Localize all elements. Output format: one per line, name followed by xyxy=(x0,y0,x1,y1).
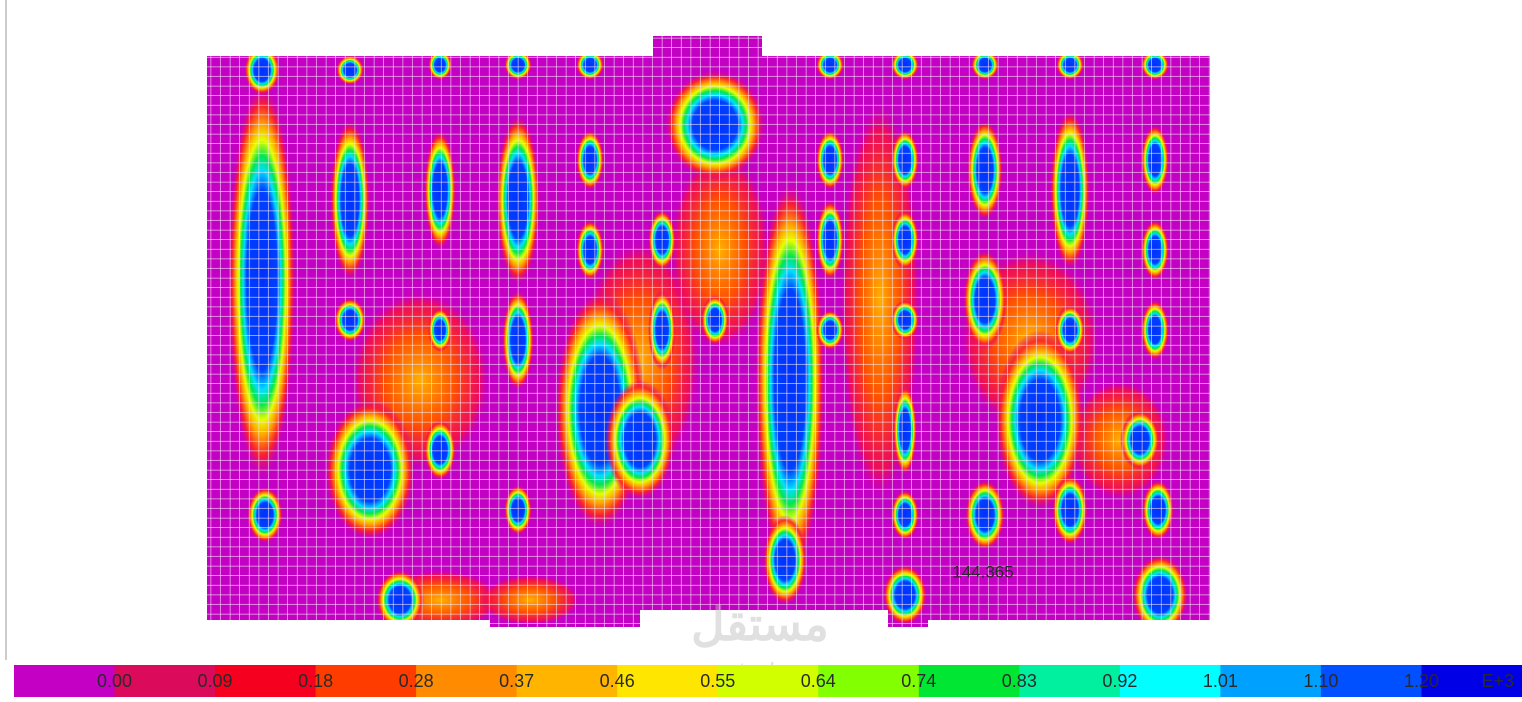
legend-swatch xyxy=(818,665,920,697)
legend-label: 0.37 xyxy=(499,671,534,691)
legend-label: 0.92 xyxy=(1102,671,1137,691)
legend-label: 0.46 xyxy=(600,671,635,691)
legend-label: 1.10 xyxy=(1303,671,1338,691)
legend-label: 0.83 xyxy=(1002,671,1037,691)
legend: 0.00 0.09 0.18 0.28 0.37 0.46 0.55 0.64 0.74 0.83… xyxy=(14,665,1522,697)
legend-swatch xyxy=(1220,665,1322,697)
legend-swatch xyxy=(717,665,819,697)
legend-label: 0.28 xyxy=(399,671,434,691)
legend-swatch xyxy=(315,665,417,697)
legend-swatch xyxy=(1119,665,1221,697)
legend-unit: E+3 xyxy=(1481,671,1514,691)
legend-label: 0.55 xyxy=(700,671,735,691)
legend-swatch xyxy=(1019,665,1121,697)
legend-label: 0.18 xyxy=(298,671,333,691)
contour-plate xyxy=(207,36,1210,627)
legend-swatch xyxy=(215,665,317,697)
mesh xyxy=(207,36,1210,627)
legend-label: 0.64 xyxy=(801,671,836,691)
annotation: 144.365 xyxy=(952,562,1013,581)
watermark-arabic: مستقل xyxy=(691,598,829,650)
legend-label: 0.00 xyxy=(97,671,132,691)
legend-swatch xyxy=(516,665,618,697)
legend-swatch xyxy=(416,665,518,697)
legend-swatch xyxy=(1421,665,1522,697)
legend-swatch xyxy=(617,665,719,697)
legend-label: 1.01 xyxy=(1203,671,1238,691)
legend-swatch xyxy=(918,665,1020,697)
legend-label: 1.20 xyxy=(1404,671,1439,691)
legend-label: 0.09 xyxy=(198,671,233,691)
legend-swatch xyxy=(1320,665,1422,697)
legend-label: 0.74 xyxy=(901,671,936,691)
legend-swatch xyxy=(14,665,116,697)
legend-swatch xyxy=(114,665,216,697)
